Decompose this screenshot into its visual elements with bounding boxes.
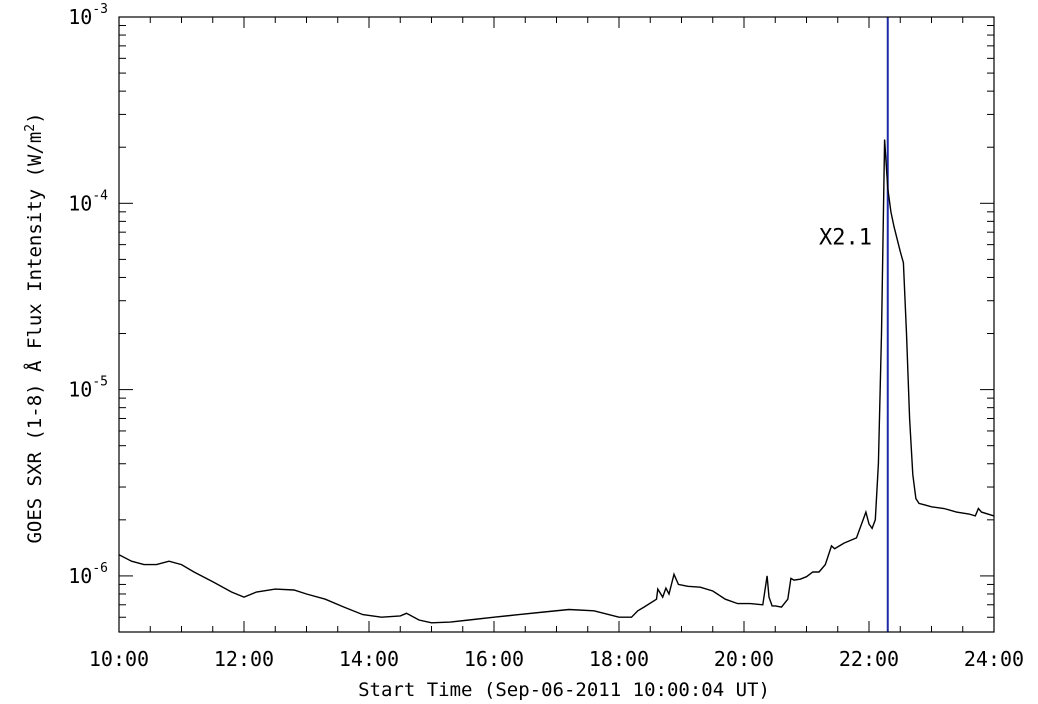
x-tick-label: 22:00 [839,647,899,671]
x-tick-label: 16:00 [464,647,524,671]
x-tick-label: 14:00 [339,647,399,671]
y-axis-label-superscript: 2 [23,124,38,132]
y-axis-label-prefix: GOES SXR (1-8) [24,372,46,544]
y-tick-label: 10-4 [68,188,108,215]
y-axis-label-suffix: Flux Intensity (W/m [24,132,46,361]
y-tick-base: 10 [68,5,92,29]
x-axis-label: Start Time (Sep-06-2011 10:00:04 UT) [358,679,770,701]
y-tick-exponent: -5 [92,375,108,390]
x-tick-label: 24:00 [964,647,1024,671]
y-tick-exponent: -6 [92,561,108,576]
y-tick-exponent: -4 [92,188,108,203]
y-tick-base: 10 [68,191,92,215]
y-axis-label-angstrom: Å [23,360,46,372]
x-tick-label: 12:00 [214,647,274,671]
y-tick-labels: 10-610-510-410-3 [68,2,108,588]
y-axis-label: GOES SXR (1-8) Å Flux Intensity (W/m2) [23,112,47,543]
flare-class-annotation: X2.1 [819,226,872,251]
y-tick-label: 10-5 [68,375,108,402]
y-tick-exponent: -3 [92,2,108,17]
flux-series-line [118,139,995,624]
plot-frame [118,16,995,633]
tick-marks [118,16,995,633]
y-tick-base: 10 [68,378,92,402]
y-tick-base: 10 [68,564,92,588]
x-tick-label: 10:00 [89,647,149,671]
x-tick-labels: 10:00 12:00 14:00 16:00 18:00 20:00 22:00 24:00 [89,647,1024,671]
x-tick-label: 18:00 [589,647,649,671]
y-tick-label: 10-6 [68,561,108,588]
y-tick-label: 10-3 [68,2,108,29]
x-tick-label: 20:00 [714,647,774,671]
y-axis-label-close: ) [24,112,46,123]
